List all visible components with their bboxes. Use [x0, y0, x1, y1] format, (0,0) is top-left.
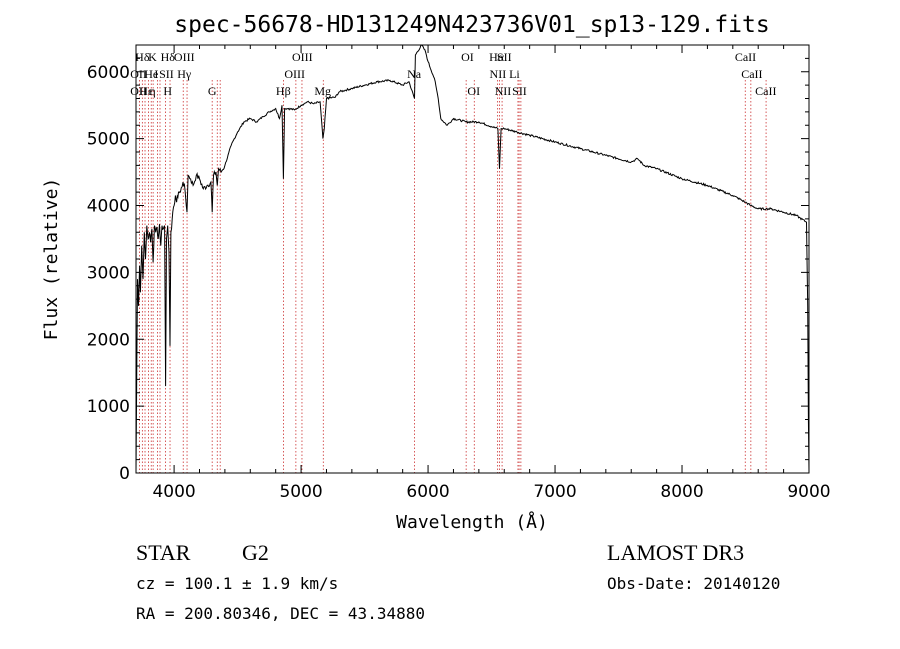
- obs-date: Obs-Date: 20140120: [607, 574, 780, 593]
- line-label: H: [163, 84, 172, 98]
- redshift-cz: cz = 100.1 ± 1.9 km/s: [136, 574, 338, 593]
- line-label: OII: [130, 84, 147, 98]
- plot-frame: [135, 44, 810, 474]
- line-label: G: [208, 84, 217, 98]
- x-tick-label: 9000: [787, 482, 830, 502]
- line-label: Mg: [314, 84, 331, 98]
- line-label: η: [149, 84, 155, 98]
- line-label: K: [148, 50, 157, 64]
- axis-ticks: [136, 45, 810, 474]
- line-label: CaII: [735, 50, 756, 64]
- line-label: CaII: [741, 67, 762, 81]
- line-label: Hε: [139, 84, 153, 98]
- line-label: CaII: [755, 84, 776, 98]
- line-label: OII: [130, 67, 147, 81]
- y-tick-label: 0: [119, 464, 130, 484]
- y-axis-label: Flux (relative): [41, 178, 62, 341]
- line-label: SII: [159, 67, 174, 81]
- y-tick-label: 6000: [87, 63, 130, 83]
- y-tick-label: 3000: [87, 263, 130, 283]
- survey-name: LAMOST DR3: [607, 540, 744, 565]
- line-label: Hα: [489, 50, 505, 64]
- line-label: Hγ: [177, 67, 192, 81]
- y-tick-label: 4000: [87, 197, 130, 217]
- line-label: He: [144, 67, 158, 81]
- line-label: I: [154, 67, 158, 81]
- spectrum-line: [135, 44, 810, 474]
- object-class: STAR: [136, 540, 191, 565]
- line-label: OI: [467, 84, 480, 98]
- coordinates: RA = 200.80346, DEC = 43.34880: [136, 604, 425, 623]
- chart-title: spec-56678-HD131249N423736V01_sp13-129.f…: [174, 12, 769, 38]
- y-tick-label: 5000: [87, 130, 130, 150]
- spectral-line-markers: [139, 80, 767, 473]
- line-label: NII: [495, 84, 512, 98]
- axis-tick-labels: 4000 5000 6000 7000 8000 9000 0 1000 2000 3000 400…: [87, 63, 831, 502]
- line-label: OIII: [174, 50, 195, 64]
- line-label: OIII: [292, 50, 313, 64]
- line-label: NII: [490, 67, 507, 81]
- line-label: Hδ: [135, 50, 150, 64]
- x-tick-label: 5000: [279, 482, 322, 502]
- x-tick-label: 4000: [152, 482, 195, 502]
- line-label: OIII: [284, 67, 305, 81]
- line-label: SII: [497, 50, 512, 64]
- x-tick-label: 8000: [660, 482, 703, 502]
- x-axis-label: Wavelength (Å): [396, 511, 548, 533]
- object-subclass: G2: [242, 540, 269, 565]
- line-label: Hδ: [161, 50, 176, 64]
- line-label: Li: [509, 67, 520, 81]
- x-tick-label: 6000: [406, 482, 449, 502]
- x-tick-label: 7000: [533, 482, 576, 502]
- line-label: Na: [407, 67, 422, 81]
- y-tick-label: 1000: [87, 397, 130, 417]
- line-label: SII: [512, 84, 527, 98]
- line-label: OI: [461, 50, 474, 64]
- line-label: Hβ: [276, 84, 291, 98]
- y-tick-label: 2000: [87, 330, 130, 350]
